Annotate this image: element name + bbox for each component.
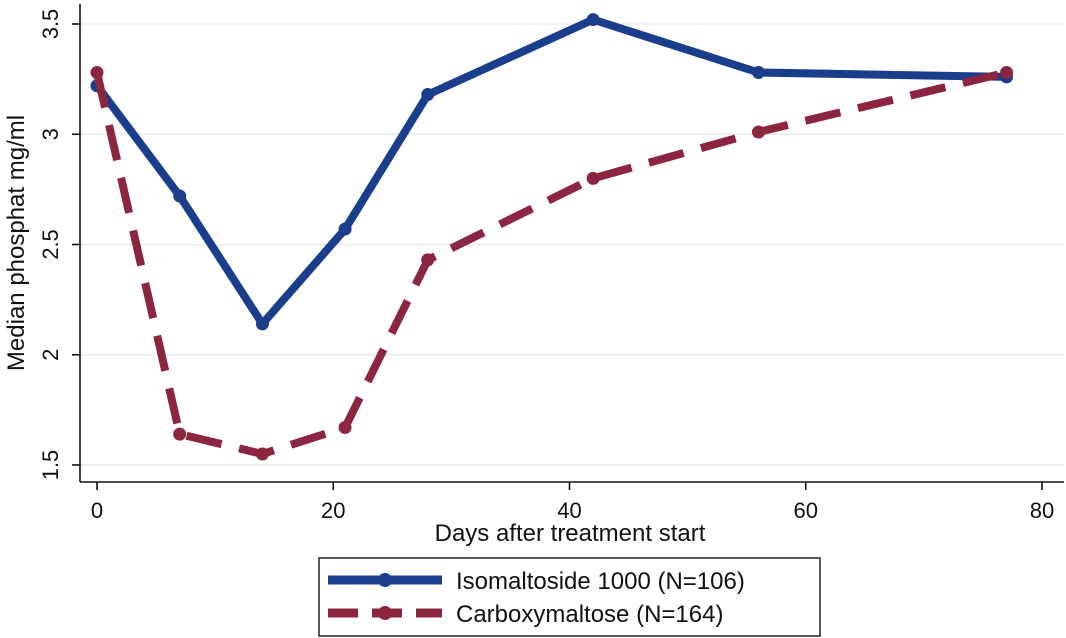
series-0-point-6	[752, 66, 765, 80]
y-tick-label-4: 3.5	[38, 9, 63, 40]
series-1-point-7	[1000, 66, 1014, 80]
series-1-point-3	[338, 421, 352, 435]
x-tick-label-1: 20	[321, 498, 345, 523]
series	[90, 13, 1014, 461]
legend-label-isomaltoside: Isomaltoside 1000 (N=106)	[456, 568, 745, 595]
x-axis-title: Days after treatment start	[435, 520, 706, 547]
series-0-point-2	[255, 317, 269, 331]
series-1-point-6	[752, 125, 765, 139]
x-tick-label-3: 60	[794, 498, 818, 523]
legend-marker-1	[378, 606, 392, 620]
series-1-point-2	[255, 447, 269, 461]
series-0-point-5	[586, 13, 600, 27]
series-1-point-4	[421, 253, 435, 267]
x-tick-label-0: 0	[91, 498, 103, 523]
series-1-point-0	[90, 66, 104, 80]
y-tick-label-2: 2.5	[38, 229, 63, 260]
series-0-point-1	[173, 189, 187, 203]
legend-marker-0	[378, 573, 392, 587]
series-line-0	[93, 15, 1007, 328]
series-0-point-3	[338, 222, 352, 236]
y-axis-title: Median phosphat mg/ml	[3, 115, 30, 371]
series-0-point-4	[421, 88, 435, 102]
axes: Days after treatment start Median phosph…	[3, 4, 1064, 547]
series-1-point-5	[586, 171, 600, 185]
gridlines	[80, 23, 1064, 466]
legend-box	[318, 557, 821, 637]
x-tick-label-2: 40	[557, 498, 581, 523]
y-tick-label-1: 2	[38, 349, 63, 361]
legend: Isomaltoside 1000 (N=106) Carboxymaltose …	[318, 557, 821, 637]
series-1-point-1	[173, 427, 187, 441]
y-tick-label-0: 1.5	[38, 450, 63, 481]
x-tick-label-4: 80	[1030, 498, 1054, 523]
legend-label-carboxymaltose: Carboxymaltose (N=164)	[456, 601, 723, 628]
y-tick-label-3: 3	[38, 128, 63, 140]
series-line-1	[93, 68, 1008, 458]
